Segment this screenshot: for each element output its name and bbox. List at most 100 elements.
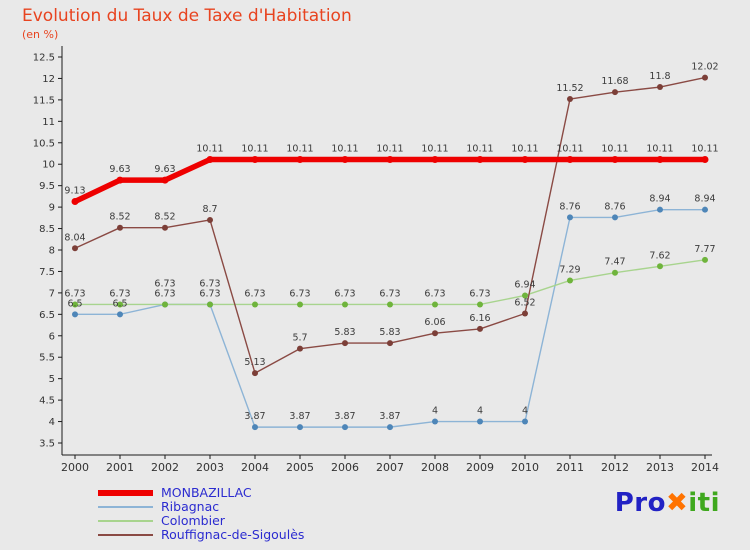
svg-text:6.06: 6.06 xyxy=(424,317,445,328)
svg-text:6.5: 6.5 xyxy=(67,298,82,309)
svg-text:2002: 2002 xyxy=(151,461,179,474)
svg-text:10.11: 10.11 xyxy=(556,144,583,155)
svg-text:2009: 2009 xyxy=(466,461,494,474)
chart-header: Evolution du Taux de Taxe d'Habitation (… xyxy=(22,6,352,41)
svg-text:6.73: 6.73 xyxy=(199,288,220,299)
svg-text:8: 8 xyxy=(49,246,55,257)
svg-text:6.5: 6.5 xyxy=(39,310,55,321)
svg-text:5.5: 5.5 xyxy=(39,353,55,364)
svg-text:10.11: 10.11 xyxy=(241,144,268,155)
svg-text:2007: 2007 xyxy=(376,461,404,474)
svg-text:10.11: 10.11 xyxy=(511,144,538,155)
svg-text:4.5: 4.5 xyxy=(39,396,55,407)
svg-text:8.76: 8.76 xyxy=(559,201,580,212)
svg-text:6.73: 6.73 xyxy=(379,288,400,299)
svg-text:6.73: 6.73 xyxy=(199,278,220,289)
legend-item-rouffignac: Rouffignac-de-Sigoulès xyxy=(98,528,304,542)
svg-text:5.7: 5.7 xyxy=(292,333,307,344)
svg-text:2006: 2006 xyxy=(331,461,359,474)
proxiti-logo: Pro✖iti xyxy=(615,488,720,518)
proxiti-logo-iti: iti xyxy=(688,488,720,518)
svg-text:6.94: 6.94 xyxy=(514,279,535,290)
svg-text:10.11: 10.11 xyxy=(691,144,718,155)
svg-text:2005: 2005 xyxy=(286,461,314,474)
svg-text:3.87: 3.87 xyxy=(379,411,400,422)
svg-text:10.11: 10.11 xyxy=(376,144,403,155)
legend-item-colombier: Colombier xyxy=(98,514,304,528)
svg-text:12: 12 xyxy=(42,74,55,85)
svg-text:12.5: 12.5 xyxy=(33,53,55,64)
svg-text:10.5: 10.5 xyxy=(33,138,55,149)
svg-text:9: 9 xyxy=(49,203,55,214)
svg-text:5: 5 xyxy=(49,374,55,385)
svg-text:6.73: 6.73 xyxy=(334,288,355,299)
svg-text:3.87: 3.87 xyxy=(244,411,265,422)
svg-text:2014: 2014 xyxy=(691,461,719,474)
legend: MONBAZILLAC Ribagnac Colombier Rouffigna… xyxy=(98,486,304,542)
svg-text:8.94: 8.94 xyxy=(694,194,715,205)
svg-text:4: 4 xyxy=(49,417,55,428)
svg-text:6.16: 6.16 xyxy=(469,313,490,324)
svg-text:10.11: 10.11 xyxy=(286,144,313,155)
svg-text:11.68: 11.68 xyxy=(601,76,628,87)
svg-text:2008: 2008 xyxy=(421,461,449,474)
proxiti-logo-x-icon: ✖ xyxy=(665,488,689,518)
svg-text:6.73: 6.73 xyxy=(109,288,130,299)
svg-text:10: 10 xyxy=(42,160,55,171)
svg-text:2010: 2010 xyxy=(511,461,539,474)
svg-text:6.73: 6.73 xyxy=(64,288,85,299)
svg-text:6.52: 6.52 xyxy=(514,297,535,308)
svg-text:4: 4 xyxy=(477,406,483,417)
legend-line-sample-monbazillac xyxy=(98,490,153,496)
series-MONBAZILLAC xyxy=(71,156,709,206)
svg-text:6.73: 6.73 xyxy=(154,278,175,289)
legend-label-ribagnac: Ribagnac xyxy=(161,498,220,514)
legend-item-ribagnac: Ribagnac xyxy=(98,500,304,514)
svg-text:8.52: 8.52 xyxy=(109,212,130,223)
svg-text:5.13: 5.13 xyxy=(244,357,265,368)
svg-text:12.02: 12.02 xyxy=(691,62,718,73)
legend-item-monbazillac: MONBAZILLAC xyxy=(98,486,304,500)
svg-text:7.62: 7.62 xyxy=(649,250,670,261)
svg-text:11.52: 11.52 xyxy=(556,83,583,94)
axes: 3.5 4 4.5 5 5.5 6 6.5 7 7.5 8 8.5 9 9.5 10 10.5 11 11.5 1… xyxy=(33,46,719,474)
svg-text:7.47: 7.47 xyxy=(604,257,625,268)
svg-text:11.5: 11.5 xyxy=(33,95,55,106)
svg-text:6.73: 6.73 xyxy=(469,288,490,299)
legend-line-sample-rouffignac xyxy=(98,534,153,536)
taxe-habitation-line-chart: 3.5 4 4.5 5 5.5 6 6.5 7 7.5 8 8.5 9 9.5 10 10.5 11 11.5 1… xyxy=(33,46,719,474)
svg-text:8.76: 8.76 xyxy=(604,201,625,212)
svg-text:8.7: 8.7 xyxy=(202,204,217,215)
svg-text:3.87: 3.87 xyxy=(334,411,355,422)
svg-text:11: 11 xyxy=(42,117,55,128)
svg-text:5.83: 5.83 xyxy=(334,327,355,338)
svg-text:2003: 2003 xyxy=(196,461,224,474)
svg-text:7.29: 7.29 xyxy=(559,264,580,275)
svg-text:6.73: 6.73 xyxy=(424,288,445,299)
legend-label-colombier: Colombier xyxy=(161,512,225,528)
svg-text:10.11: 10.11 xyxy=(196,144,223,155)
svg-text:6.73: 6.73 xyxy=(244,288,265,299)
svg-text:8.5: 8.5 xyxy=(39,224,55,235)
svg-text:2011: 2011 xyxy=(556,461,584,474)
svg-text:4: 4 xyxy=(432,406,438,417)
svg-text:9.13: 9.13 xyxy=(64,186,85,197)
svg-text:10.11: 10.11 xyxy=(331,144,358,155)
svg-text:9.5: 9.5 xyxy=(39,181,55,192)
legend-label-rouffignac: Rouffignac-de-Sigoulès xyxy=(161,526,305,542)
legend-line-sample-ribagnac xyxy=(98,506,153,508)
proxiti-logo-pro: Pro xyxy=(614,488,666,518)
svg-text:10.11: 10.11 xyxy=(601,144,628,155)
legend-line-sample-colombier xyxy=(98,520,153,522)
svg-text:6: 6 xyxy=(49,331,55,342)
series-Colombier xyxy=(72,256,708,308)
series-Ribagnac xyxy=(72,206,708,431)
value-labels: 6.5 6.56.73 6.733.87 3.87 3.87 3.874 4 48.76 8.7… xyxy=(64,62,718,423)
svg-text:4: 4 xyxy=(522,406,528,417)
svg-text:6.5: 6.5 xyxy=(112,298,127,309)
chart-title: Evolution du Taux de Taxe d'Habitation xyxy=(22,6,352,26)
svg-text:8.94: 8.94 xyxy=(649,194,670,205)
svg-text:2001: 2001 xyxy=(106,461,134,474)
svg-text:10.11: 10.11 xyxy=(466,144,493,155)
